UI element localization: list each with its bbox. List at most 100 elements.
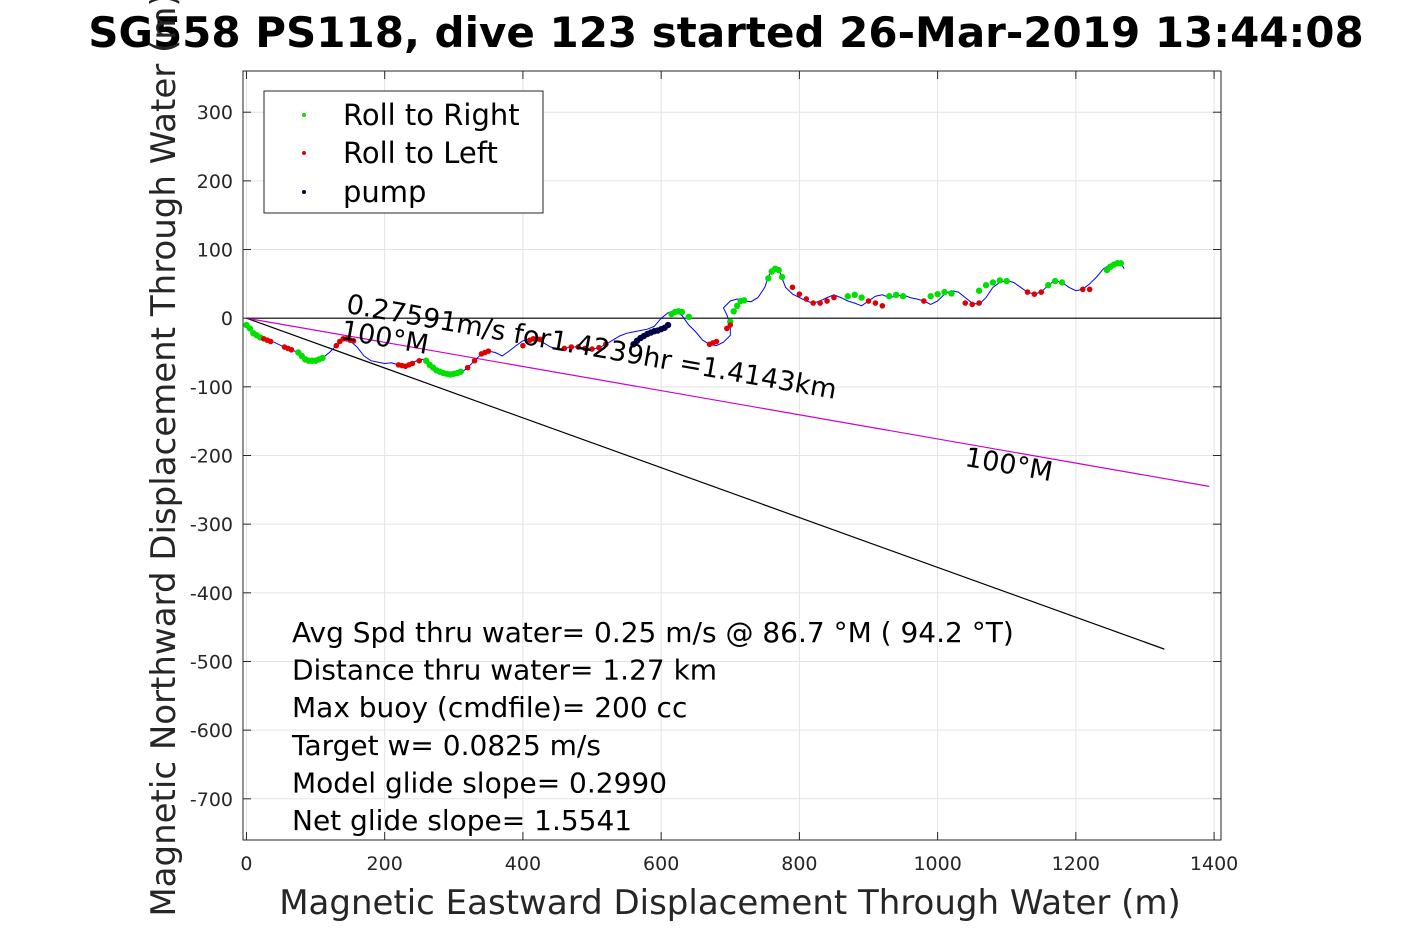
roll-left-point (976, 300, 982, 306)
roll-left-point (1024, 289, 1031, 295)
roll-left-point (1031, 291, 1038, 297)
roll-right-point (886, 293, 893, 300)
stat-line: Distance thru water= 1.27 km (292, 654, 717, 687)
legend-label-roll-right: Roll to Right (343, 98, 520, 132)
roll-right-point (678, 308, 686, 316)
y-tick-label: 200 (197, 171, 233, 193)
legend-swatch-pump (302, 190, 306, 194)
roll-left-point (520, 342, 526, 349)
x-tick-label: 0 (240, 853, 252, 875)
roll-left-point (920, 298, 927, 304)
y-tick-label: -700 (190, 789, 233, 811)
roll-left-point (831, 294, 837, 301)
roll-left-point (962, 300, 969, 306)
roll-right-point (975, 287, 983, 294)
y-tick-label: -200 (190, 446, 233, 468)
roll-right-point (733, 302, 741, 310)
roll-left-point (582, 345, 588, 352)
legend-label-roll-left: Roll to Left (343, 136, 498, 170)
roll-right-point (851, 291, 858, 299)
roll-left-point (471, 357, 478, 364)
stat-line: Net glide slope= 1.5541 (292, 804, 632, 837)
roll-left-point (872, 300, 879, 306)
roll-left-point (485, 348, 492, 354)
y-tick-label: 100 (197, 240, 233, 262)
roll-left-point (603, 341, 609, 348)
roll-right-point (899, 293, 907, 300)
roll-right-point (1051, 277, 1059, 285)
roll-right-point (934, 290, 941, 298)
roll-left-point (1038, 289, 1045, 295)
roll-left-point (796, 291, 803, 297)
roll-left-point (333, 342, 340, 349)
x-tick-label: 600 (643, 853, 679, 875)
pump-point (664, 321, 672, 329)
axis-ticks: 0 200 400 600 800 1000 1200 14003002001000-100-… (190, 71, 1238, 875)
stat-line: Avg Spd thru water= 0.25 m/s @ 86.7 °M (… (292, 616, 1014, 649)
roll-right-point (778, 273, 786, 281)
roll-right-point (740, 297, 748, 304)
chart-title: SG558 PS118, dive 123 started 26-Mar-201… (88, 8, 1364, 57)
roll-right-point (765, 275, 772, 282)
roll-right-point (730, 308, 737, 315)
roll-right-point (927, 293, 934, 300)
legend-label-pump: pump (343, 175, 426, 209)
marks-layer (243, 260, 1124, 378)
x-axis-title: Magnetic Eastward Displacement Through W… (279, 883, 1181, 923)
y-tick-label: -500 (190, 651, 233, 673)
roll-right-point (1003, 277, 1010, 285)
roll-left-point (589, 346, 595, 352)
x-tick-label: 800 (781, 853, 817, 875)
roll-left-point (350, 338, 357, 344)
roll-left-point (561, 345, 568, 352)
roll-left-point (969, 301, 975, 308)
legend: Roll to Right Roll to Left pump (263, 90, 544, 214)
roll-left-point (568, 344, 575, 350)
roll-left-point (810, 300, 817, 306)
legend-swatch-roll-left (302, 151, 306, 155)
x-tick-label: 400 (505, 853, 541, 875)
roll-right-point (246, 325, 254, 332)
roll-right-point (982, 282, 990, 289)
y-tick-label: -100 (190, 377, 233, 399)
x-tick-label: 200 (367, 853, 403, 875)
roll-right-point (457, 368, 464, 375)
reference-line-2 (246, 317, 1210, 487)
roll-right-point (319, 354, 326, 362)
roll-left-point (596, 344, 602, 351)
roll-left-point (267, 338, 274, 345)
roll-left-point (727, 322, 734, 328)
roll-right-point (941, 288, 948, 296)
legend-box (263, 90, 544, 214)
roll-right-point (1058, 279, 1066, 286)
roll-left-point (1086, 286, 1093, 293)
stats-block: Avg Spd thru water= 0.25 m/s @ 86.7 °M (… (291, 616, 1014, 837)
roll-left-point (817, 300, 823, 306)
roll-left-point (575, 344, 582, 350)
roll-right-point (775, 266, 782, 274)
legend-swatch-roll-right (302, 113, 306, 117)
roll-left-point (464, 364, 471, 371)
roll-left-point (803, 296, 810, 302)
y-tick-label: 0 (221, 308, 233, 330)
roll-right-point (1045, 282, 1052, 289)
roll-left-point (288, 346, 295, 353)
x-tick-label: 1200 (1052, 853, 1100, 875)
reference-lines (246, 317, 1221, 650)
reference-line-1 (246, 317, 1165, 650)
y-tick-label: -400 (190, 583, 233, 605)
stat-line: Max buoy (cmdfile)= 200 cc (292, 691, 687, 724)
roll-left-point (1079, 286, 1086, 293)
y-tick-label: 300 (197, 102, 233, 124)
roll-left-point (416, 357, 423, 364)
roll-right-point (685, 313, 693, 321)
y-tick-label: -300 (190, 514, 233, 536)
y-axis-title: Magnetic Northward Displacement Through … (144, 0, 184, 917)
roll-right-point (948, 290, 955, 297)
roll-right-point (858, 294, 865, 301)
x-tick-label: 1000 (913, 853, 961, 875)
y-tick-label: -600 (190, 720, 233, 742)
roll-left-point (724, 325, 730, 332)
roll-left-point (865, 298, 872, 304)
